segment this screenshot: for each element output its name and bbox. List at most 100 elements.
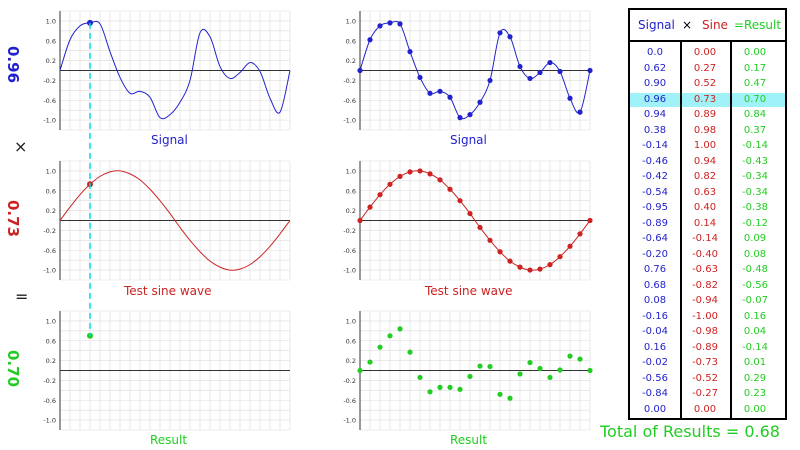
sample-point: [487, 237, 493, 243]
sample-point: [537, 266, 543, 272]
table-cell-sine: -0.27: [692, 388, 718, 399]
result-point: [557, 367, 563, 373]
sample-point: [527, 267, 533, 273]
y-tick-label: 0.2: [46, 207, 56, 215]
result-caption-right: Result: [450, 433, 488, 447]
result-point: [477, 363, 483, 369]
table-cell-signal: 0.38: [643, 124, 667, 136]
y-tick-label: 0.6: [346, 37, 356, 45]
result-point: [567, 353, 573, 359]
result-point: [357, 367, 363, 374]
y-tick-label: -0.2: [43, 227, 56, 235]
y-tick-label: 1.0: [46, 17, 56, 25]
sample-point: [527, 75, 533, 82]
y-tick-label: 0.2: [46, 357, 56, 365]
table-cell-result: -0.14: [742, 140, 768, 151]
result-point: [437, 384, 443, 390]
sample-point: [357, 217, 363, 224]
series-line: [59, 170, 291, 271]
table-cell-signal: -0.04: [642, 326, 668, 337]
table-cell-result: -0.12: [742, 217, 768, 229]
y-tick-label: 1.0: [346, 17, 356, 25]
y-tick-label: 0.2: [46, 57, 56, 65]
table-cell-sine: -0.94: [692, 295, 718, 306]
sample-point: [477, 224, 483, 231]
y-tick-label: 0.2: [346, 357, 356, 365]
y-tick-label: -1.0: [343, 417, 356, 425]
table-cell-signal: 0.0: [647, 47, 663, 58]
sample-point: [587, 217, 593, 224]
sample-point: [487, 77, 493, 84]
result-point: [507, 395, 513, 401]
table-cell-signal: -0.89: [642, 217, 668, 229]
table-cell-sine: 0.89: [693, 109, 717, 120]
sample-point: [427, 171, 433, 177]
table-cell-signal: 0.16: [643, 341, 667, 353]
y-tick-label: -0.2: [343, 227, 356, 235]
table-cell-signal: 0.96: [643, 93, 667, 105]
table-cell-sine: -1.00: [692, 310, 718, 322]
table-header: Signal × Sine = Result: [630, 10, 785, 42]
sample-point: [457, 115, 463, 121]
table-cell-result: 0.09: [743, 233, 767, 244]
table-cell-signal: -0.02: [642, 357, 668, 368]
result-point: [577, 356, 583, 362]
sample-point: [577, 231, 583, 237]
signal-caption-left: Signal: [151, 133, 188, 147]
table-cell-signal: -0.56: [642, 372, 668, 384]
sample-point: [557, 68, 563, 75]
table-cell-signal: 0.68: [643, 279, 667, 291]
result-point: [457, 386, 463, 392]
y-tick-label: 0.6: [46, 337, 56, 345]
y-tick-label: -0.2: [343, 77, 356, 85]
sample-point: [357, 67, 363, 74]
table-cell-signal: 0.94: [643, 109, 667, 120]
times-operator: ×: [14, 137, 28, 156]
table-cell-result: -0.48: [742, 264, 768, 275]
sample-point: [417, 74, 423, 81]
sample-point: [557, 254, 563, 260]
sample-point: [497, 249, 503, 255]
table-cell-result: 0.29: [743, 372, 767, 384]
table-cell-result: -0.07: [742, 295, 768, 306]
result-point: [547, 374, 553, 381]
header-result: Result: [744, 18, 782, 32]
y-tick-label: -1.0: [43, 267, 56, 275]
result-point: [517, 371, 523, 377]
sample-point: [417, 168, 423, 174]
sine-value-label: 0.73: [4, 200, 22, 238]
sample-point: [457, 198, 463, 204]
table-cell-result: -0.14: [742, 341, 768, 353]
table-cell-result: 0.70: [743, 93, 767, 105]
y-tick-label: -1.0: [43, 117, 56, 125]
y-tick-label: 1.0: [46, 167, 56, 175]
table-cell-signal: -0.54: [642, 186, 668, 198]
table-cell-result: -0.43: [742, 155, 768, 167]
y-tick-label: 0.6: [346, 187, 356, 195]
sample-point: [367, 204, 373, 210]
result-point: [527, 359, 533, 366]
table-cell-signal: -0.16: [642, 310, 668, 322]
column-divider: [680, 42, 682, 418]
table-cell-result: 0.08: [743, 248, 767, 260]
table-cell-result: 0.84: [743, 109, 767, 120]
sample-point: [477, 99, 483, 105]
table-cell-signal: -0.84: [642, 388, 668, 399]
sample-point: [407, 49, 413, 55]
table-cell-result: 0.23: [743, 388, 767, 399]
sample-point: [507, 258, 513, 264]
table-cell-sine: -0.40: [692, 248, 718, 260]
table-cell-sine: 0.98: [693, 124, 717, 136]
table-cell-signal: -0.42: [642, 171, 668, 182]
result-point: [497, 391, 503, 397]
sample-point: [467, 210, 473, 217]
sample-point: [437, 177, 443, 183]
sample-point: [387, 20, 393, 26]
column-divider: [730, 42, 732, 418]
sample-point: [567, 95, 573, 101]
table-cell-result: 0.01: [743, 357, 767, 368]
table-cell-sine: 1.00: [693, 140, 717, 151]
result-point: [427, 389, 433, 395]
y-tick-label: 1.0: [46, 317, 56, 325]
equals-operator: =: [15, 287, 29, 306]
